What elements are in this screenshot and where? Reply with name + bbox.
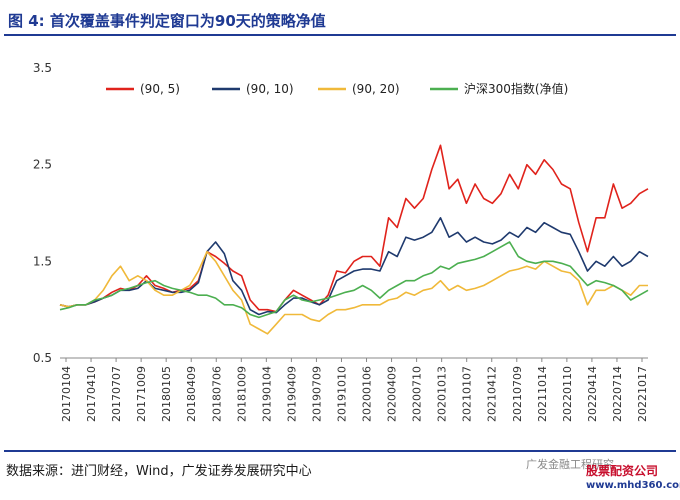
legend-label-1: (90, 10) — [246, 82, 294, 96]
series-line-0 — [59, 144, 649, 313]
x-tick-label: 20191010 — [335, 366, 348, 422]
line-chart: 3.52.51.50.5 20170104 20170410 20170707 201… — [33, 61, 649, 422]
x-tick-label: 20200710 — [411, 366, 424, 422]
x-tick-label: 20201013 — [436, 366, 449, 422]
legend-label-0: (90, 5) — [140, 82, 180, 96]
x-tick-label: 20220110 — [561, 366, 574, 422]
watermark-text: 广发金融工程研究 — [526, 458, 614, 471]
series-line-3 — [59, 241, 649, 319]
y-tick-label: 1.5 — [33, 254, 52, 268]
legend: (90, 5) (90, 10) (90, 20) 沪深300指数(净值) — [106, 81, 568, 96]
series-lines — [59, 144, 649, 335]
logo-name: 股票配资公司 — [586, 464, 659, 478]
x-tick-label: 20221017 — [636, 366, 649, 422]
x-tick-label: 20220414 — [586, 366, 599, 422]
y-tick-label: 3.5 — [33, 61, 52, 75]
series-line-2 — [59, 250, 648, 335]
x-tick-label: 20211014 — [536, 366, 549, 422]
x-tick-label: 20170410 — [85, 366, 98, 422]
legend-label-2: (90, 20) — [352, 82, 400, 96]
x-tick-label: 20181009 — [235, 366, 248, 422]
source-note: 数据来源：进门财经，Wind，广发证券发展研究中心 — [6, 464, 312, 479]
footer-rule — [4, 450, 676, 452]
y-axis-ticks: 3.5 2.5 1.5 0.5 — [33, 61, 52, 365]
x-tick-label: 20190409 — [285, 366, 298, 422]
x-tick-label: 20171009 — [135, 366, 148, 422]
x-tick-label: 20200106 — [361, 366, 374, 422]
series-line-1 — [59, 217, 649, 316]
watermark-logo: 股票配资公司 www.mhd360.com — [586, 462, 680, 496]
x-axis-ticks: 20170104 20170410 20170707 20171009 20180105… — [60, 358, 649, 422]
x-tick-label: 20180409 — [185, 366, 198, 422]
x-tick-label: 20210412 — [486, 366, 499, 422]
figure-title: 图 4: 首次覆盖事件判定窗口为90天的策略净值 — [8, 12, 326, 30]
legend-label-3: 沪深300指数(净值) — [464, 81, 568, 96]
x-tick-label: 20210107 — [461, 366, 474, 422]
logo-url: www.mhd360.com — [586, 480, 680, 491]
x-tick-label: 20180105 — [160, 366, 173, 422]
x-tick-label: 20170707 — [110, 366, 123, 422]
x-tick-label: 20190104 — [260, 366, 273, 422]
y-tick-label: 2.5 — [33, 158, 52, 172]
y-tick-label: 0.5 — [33, 351, 52, 365]
x-tick-label: 20210709 — [511, 366, 524, 422]
x-tick-label: 20170104 — [60, 366, 73, 422]
x-tick-label: 20180706 — [210, 366, 223, 422]
x-tick-label: 20190709 — [310, 366, 323, 422]
title-bar: 图 4: 首次覆盖事件判定窗口为90天的策略净值 — [4, 4, 676, 36]
x-tick-label: 20220714 — [611, 366, 624, 422]
x-tick-label: 20200409 — [386, 366, 399, 422]
